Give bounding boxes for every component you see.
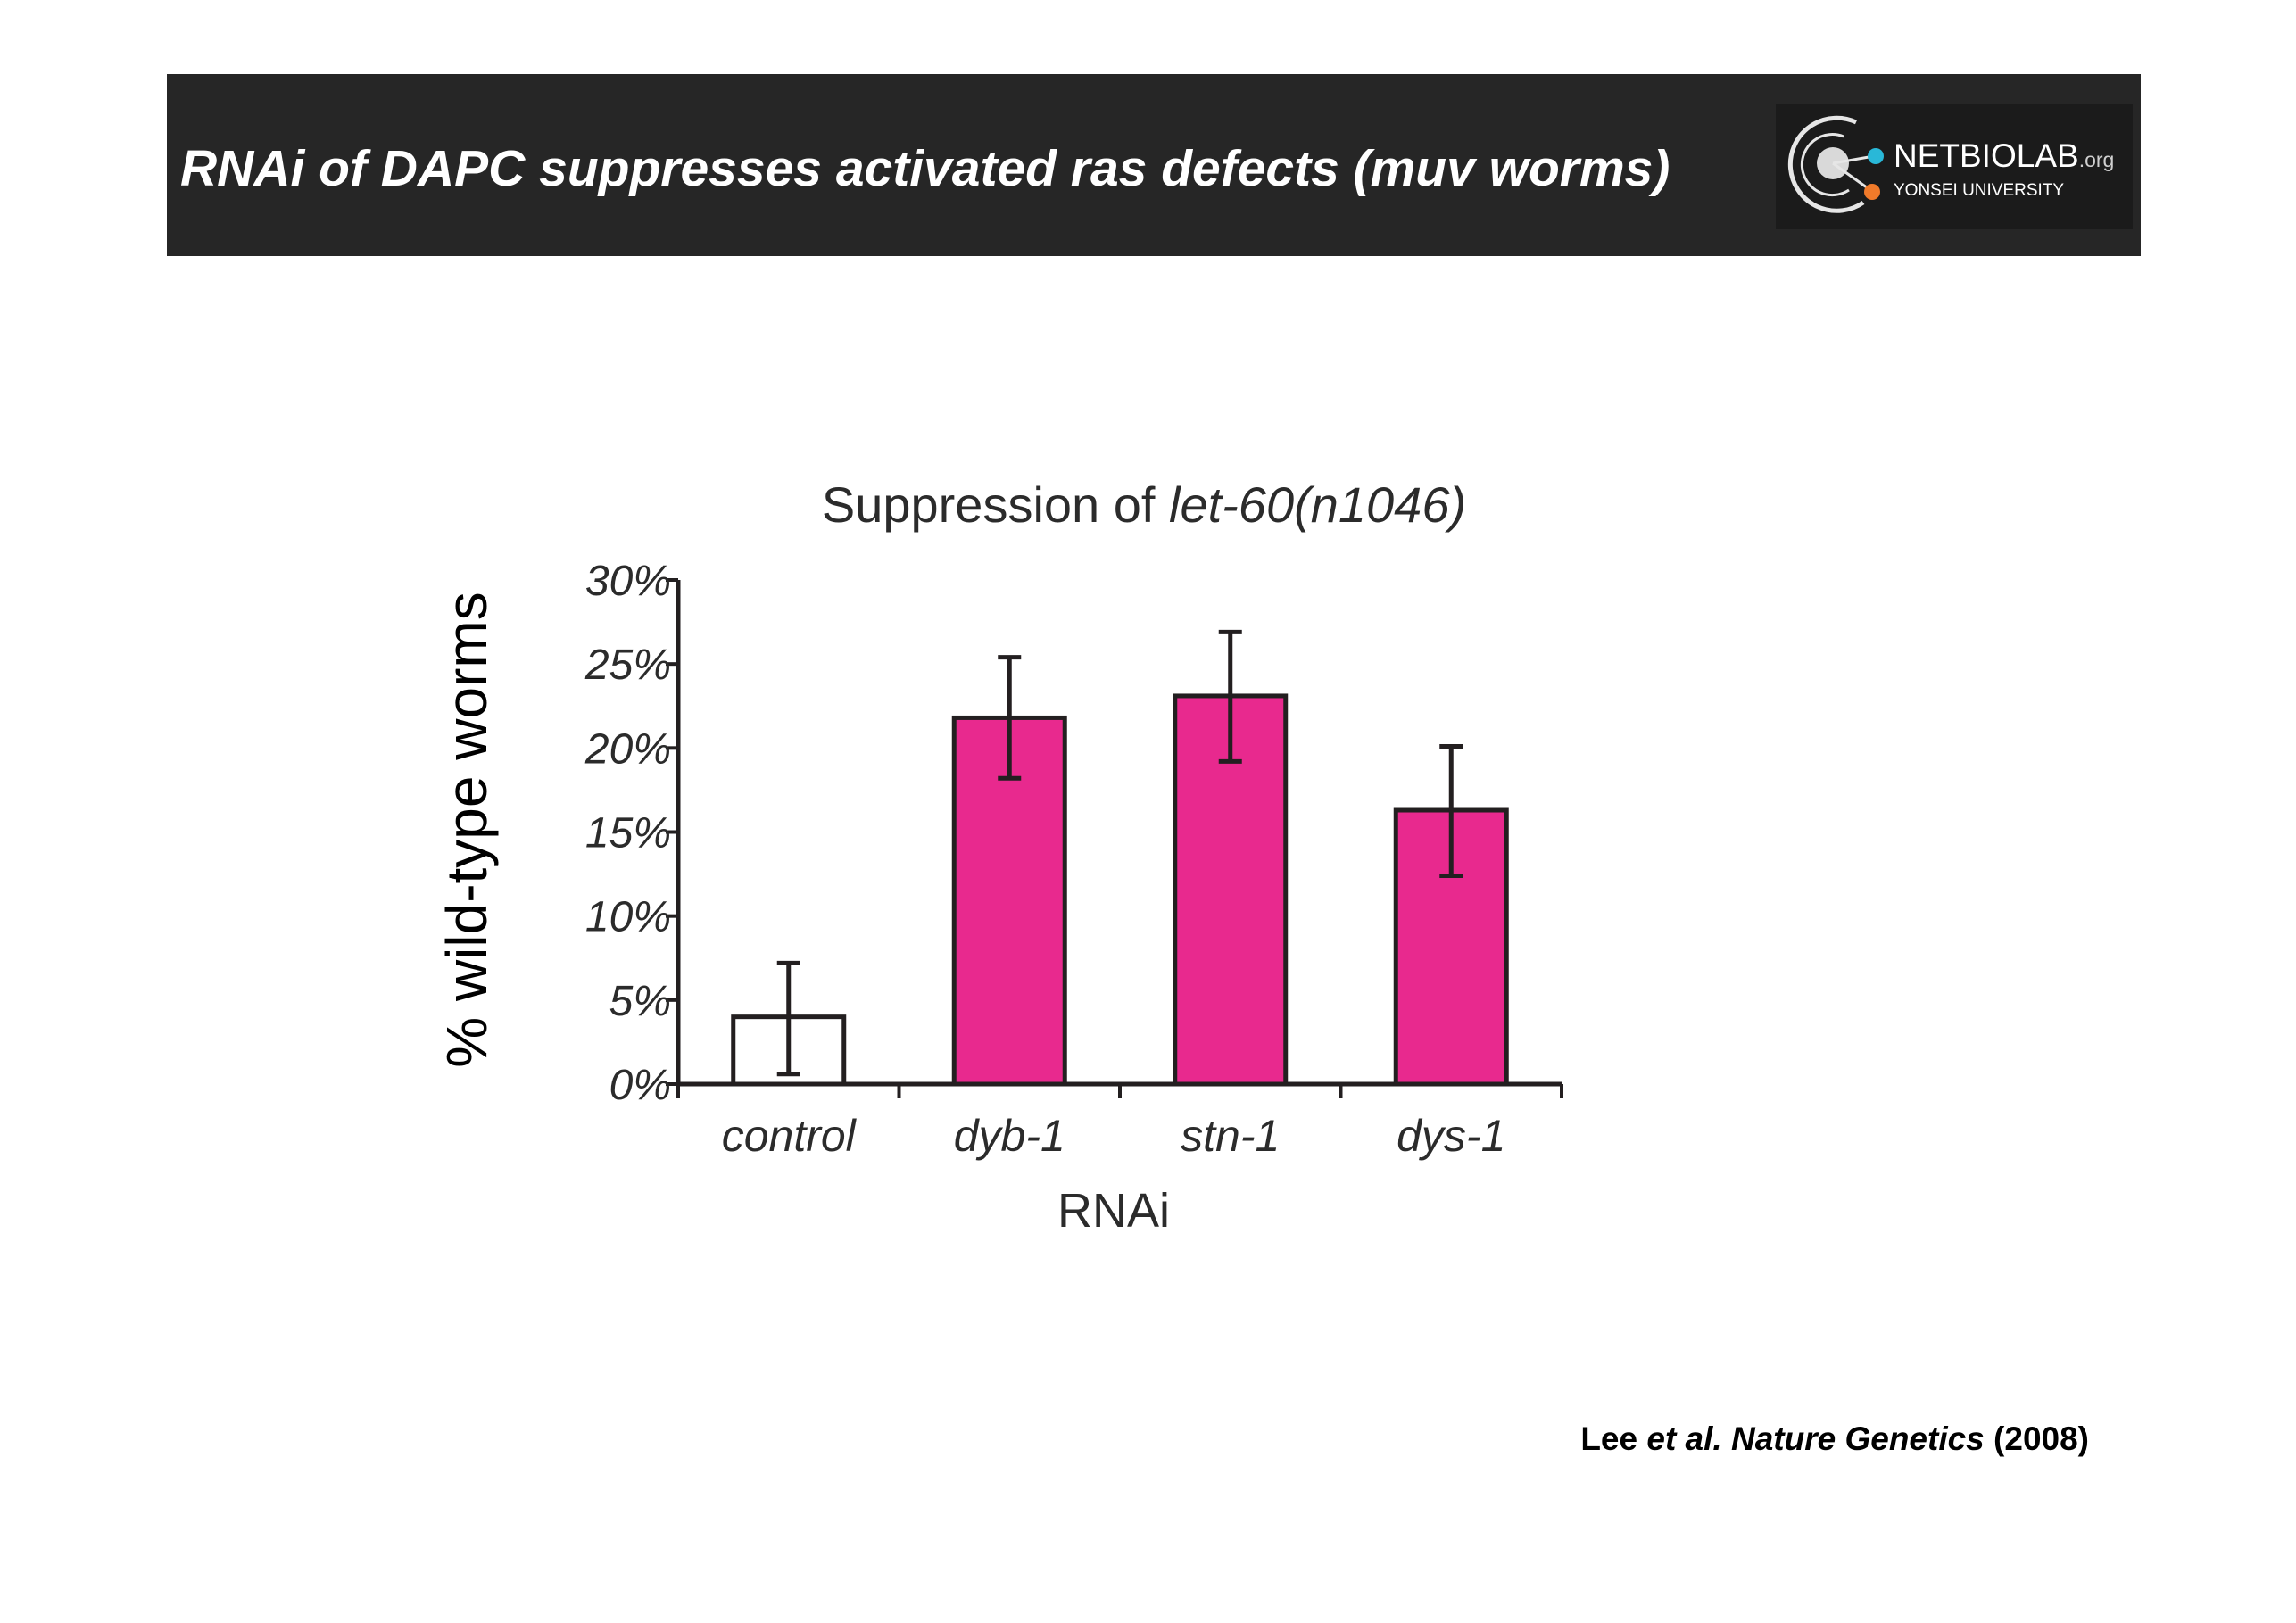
y-tick-label: 0%: [609, 1062, 671, 1109]
category-label: stn-1: [1181, 1111, 1280, 1161]
y-tick-label: 10%: [585, 894, 671, 941]
category-label: dyb-1: [954, 1111, 1065, 1161]
citation: Lee et al. Nature Genetics (2008): [1580, 1420, 2089, 1457]
y-tick-label: 5%: [609, 978, 671, 1025]
logo-wordmark: NETBIOLAB.org: [1894, 137, 2115, 174]
category-label: control: [722, 1111, 858, 1161]
y-tick-label: 25%: [584, 642, 671, 689]
logo-subtitle: YONSEI UNIVERSITY: [1894, 181, 2065, 200]
network-logo-icon: [1787, 115, 1884, 213]
y-tick-label: 20%: [584, 725, 671, 773]
y-tick-label: 15%: [585, 810, 671, 857]
y-tick-label: 30%: [585, 558, 671, 605]
x-axis-label: RNAi: [1057, 1184, 1170, 1238]
category-label: dys-1: [1397, 1111, 1505, 1161]
netbiolab-logo: NETBIOLAB.org YONSEI UNIVERSITY: [1776, 104, 2133, 229]
plot-area: 0% 5% 10% 15% 20% 25% 30% control dyb-1 stn-1 dys-…: [584, 558, 1563, 1161]
slide-header: RNAi of DAPC suppresses activated ras de…: [167, 74, 2141, 256]
chart-title: Suppression of let-60(n1046): [822, 476, 1466, 533]
y-axis-label: % wild-type worms: [435, 592, 499, 1067]
slide-title: RNAi of DAPC suppresses activated ras de…: [180, 140, 1670, 197]
